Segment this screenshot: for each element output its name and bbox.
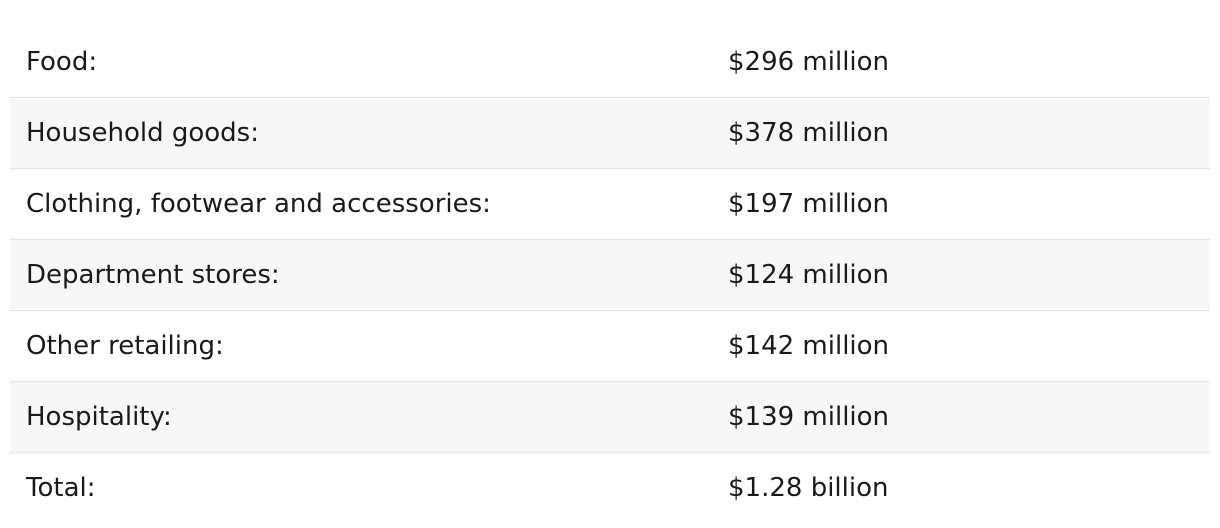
row-label: Total: [10,452,712,523]
spending-table-container: Food: $296 million Household goods: $378… [10,27,1210,523]
row-value: $296 million [728,47,890,77]
table-row-total: Total: $1.28 billion [10,452,1210,523]
spending-table: Food: $296 million Household goods: $378… [10,27,1210,523]
table-row-household-goods: Household goods: $378 million [10,97,1210,169]
table-row-clothing: Clothing, footwear and accessories: $197… [10,168,1210,240]
table-row-hospitality: Hospitality: $139 million [10,381,1210,453]
row-value: $378 million [712,97,1210,169]
row-label: Household goods: [10,97,712,169]
row-label: Other retailing: [10,310,712,382]
row-label: Clothing, footwear and accessories: [10,168,712,240]
row-value: $197 million [712,168,1210,240]
row-label: Food: [26,47,98,77]
table-row-other-retailing: Other retailing: $142 million [10,310,1210,382]
row-value: $139 million [712,381,1210,453]
table-row-department-stores: Department stores: $124 million [10,239,1210,311]
row-value: $1.28 billion [712,452,1210,523]
row-label: Department stores: [10,239,712,311]
table-row-food: Food: $296 million [10,27,1210,98]
row-value: $124 million [712,239,1210,311]
row-label: Hospitality: [10,381,712,453]
row-value: $142 million [712,310,1210,382]
